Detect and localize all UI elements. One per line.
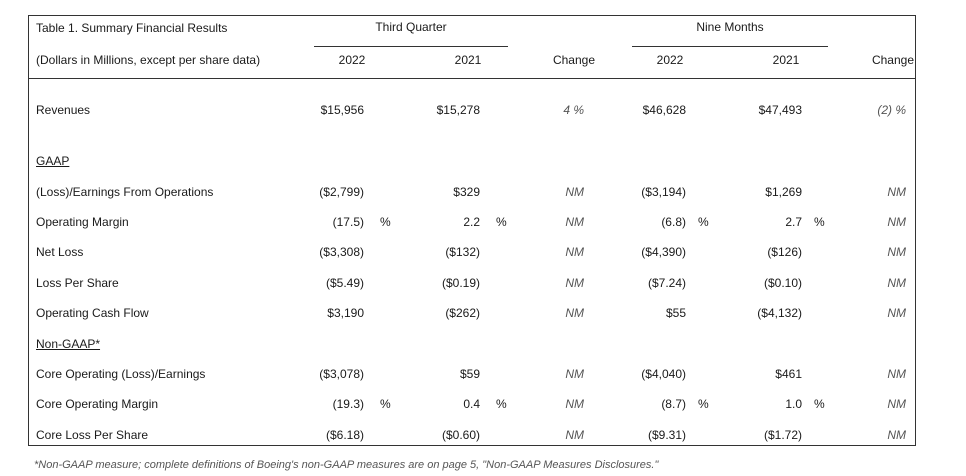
cell-nch: NM <box>887 245 906 259</box>
cell-nch: (2) % <box>877 103 906 117</box>
cell-nch: NM <box>887 215 906 229</box>
section-nongaap: Non-GAAP* <box>36 337 101 351</box>
cell-label: Loss Per Share <box>36 276 119 290</box>
header-rule <box>28 78 916 79</box>
cell-q21: $15,278 <box>436 103 480 117</box>
financial-table <box>28 15 916 446</box>
cell-n21: 1.0 <box>785 397 802 411</box>
cell-label: Operating Cash Flow <box>36 306 149 320</box>
cell-label: (Loss)/Earnings From Operations <box>36 185 214 199</box>
cell-qch: NM <box>565 306 584 320</box>
cell-label: Revenues <box>36 103 91 117</box>
cell-n22: $46,628 <box>642 103 686 117</box>
col-q-change: Change <box>552 53 596 67</box>
cell-qch: NM <box>565 428 584 442</box>
table-title: Table 1. Summary Financial Results <box>36 21 228 35</box>
col-n-change: Change <box>871 53 914 67</box>
cell-n22: ($4,040) <box>641 367 686 381</box>
cell-label: Core Operating (Loss)/Earnings <box>36 367 206 381</box>
cell-qch: NM <box>565 185 584 199</box>
cell-q21: ($0.60) <box>441 428 480 442</box>
cell-n22: ($3,194) <box>641 185 686 199</box>
cell-qch: NM <box>565 215 584 229</box>
col-n-2022: 2022 <box>656 53 684 67</box>
cell-nch: NM <box>887 397 906 411</box>
cell-q21: $59 <box>459 367 480 381</box>
cell-label: Core Operating Margin <box>36 397 159 411</box>
cell-n22: $55 <box>665 306 686 320</box>
cell-n21: ($4,132) <box>757 306 802 320</box>
cell-n21: ($126) <box>767 245 802 259</box>
cell-label: Net Loss <box>36 245 84 259</box>
cell-nch: NM <box>887 185 906 199</box>
cell-q22: $3,190 <box>327 306 364 320</box>
cell-n21: $461 <box>775 367 802 381</box>
cell-q22: ($3,078) <box>319 367 364 381</box>
cell-q21: 2.2 <box>463 215 480 229</box>
cell-q22: (19.3) <box>332 397 364 411</box>
cell-q21: ($262) <box>445 306 480 320</box>
cell-q22: ($2,799) <box>319 185 364 199</box>
cell-n22: ($4,390) <box>641 245 686 259</box>
cell-nch: NM <box>887 276 906 290</box>
col-q-2022: 2022 <box>338 53 366 67</box>
cell-q21: ($0.19) <box>441 276 480 290</box>
cell-q22: ($6.18) <box>325 428 364 442</box>
cell-n21: ($0.10) <box>763 276 802 290</box>
cell-nch: NM <box>887 306 906 320</box>
pct-n21: % <box>814 215 825 229</box>
cell-n22: (8.7) <box>661 397 686 411</box>
cell-q21: ($132) <box>445 245 480 259</box>
col-q-2021: 2021 <box>454 53 482 67</box>
cell-qch: NM <box>565 367 584 381</box>
cell-qch: NM <box>565 245 584 259</box>
cell-q22: (17.5) <box>332 215 364 229</box>
cell-n22: (6.8) <box>661 215 686 229</box>
group-rule-q <box>314 46 508 47</box>
cell-label: Core Loss Per Share <box>36 428 149 442</box>
pct-q21: % <box>496 397 507 411</box>
cell-q22: ($5.49) <box>325 276 364 290</box>
cell-nch: NM <box>887 428 906 442</box>
cell-n21: ($1.72) <box>763 428 802 442</box>
footnote: *Non-GAAP measure; complete definitions … <box>34 459 659 471</box>
pct-n22: % <box>698 215 709 229</box>
section-gaap: GAAP <box>36 154 70 168</box>
cell-q21: 0.4 <box>463 397 480 411</box>
cell-q22: ($3,308) <box>319 245 364 259</box>
cell-q21: $329 <box>453 185 480 199</box>
cell-n21: $1,269 <box>765 185 802 199</box>
cell-qch: NM <box>565 276 584 290</box>
group-nine-months: Nine Months <box>696 20 764 34</box>
pct-n22: % <box>698 397 709 411</box>
cell-n22: ($9.31) <box>647 428 686 442</box>
cell-qch: 4 % <box>563 103 584 117</box>
cell-label: Operating Margin <box>36 215 129 229</box>
group-third-quarter: Third Quarter <box>375 20 447 34</box>
pct-n21: % <box>814 397 825 411</box>
cell-n21: 2.7 <box>785 215 802 229</box>
pct-q21: % <box>496 215 507 229</box>
cell-n22: ($7.24) <box>647 276 686 290</box>
cell-nch: NM <box>887 367 906 381</box>
pct-q22: % <box>380 397 391 411</box>
cell-q22: $15,956 <box>320 103 364 117</box>
cell-qch: NM <box>565 397 584 411</box>
pct-q22: % <box>380 215 391 229</box>
group-rule-n <box>632 46 828 47</box>
col-n-2021: 2021 <box>772 53 800 67</box>
units-label: (Dollars in Millions, except per share d… <box>36 53 261 67</box>
cell-n21: $47,493 <box>758 103 802 117</box>
